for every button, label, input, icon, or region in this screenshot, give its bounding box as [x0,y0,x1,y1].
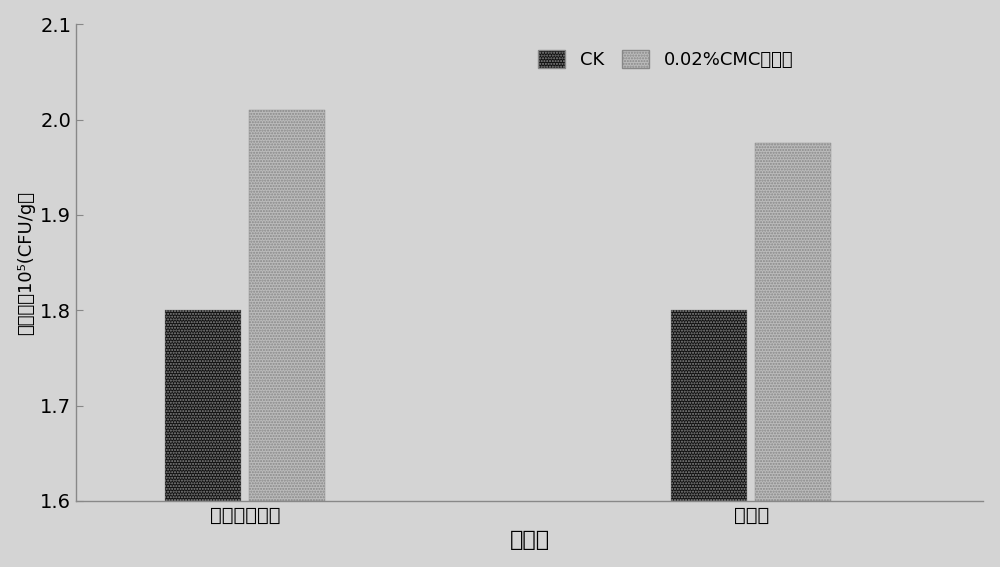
Y-axis label: 菌落数量10⁵(CFU/g）: 菌落数量10⁵(CFU/g） [17,191,35,335]
Legend: CK, 0.02%CMC硒酸铵: CK, 0.02%CMC硒酸铵 [531,43,801,77]
Bar [755,143,831,501]
Bar [165,310,241,501]
X-axis label: 培养基: 培养基 [510,530,550,551]
Bar [249,110,325,501]
Bar [671,310,747,501]
